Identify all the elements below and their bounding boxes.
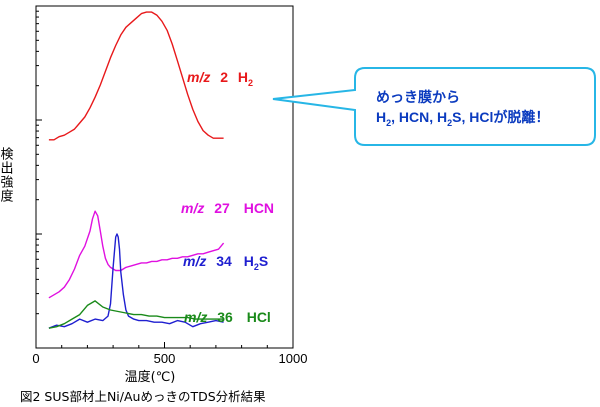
y-axis-title: 検出強度 — [0, 147, 13, 203]
series-label-hcl: m/z 36 HCl — [184, 309, 271, 325]
series-line-hcl — [48, 300, 224, 329]
series-line-hcn — [48, 210, 225, 299]
series-line-h2 — [48, 11, 224, 141]
x-axis-title: 温度(℃) — [125, 369, 176, 385]
svg-text:m/z 2 H2: m/z 2 H2 — [187, 69, 253, 88]
plot-area — [35, 5, 294, 349]
x-tick-label: 0 — [32, 351, 39, 366]
series-label-hcn: m/z 27 HCN — [181, 200, 274, 216]
series-label-h2: m/z 2 H2 — [187, 69, 253, 88]
callout-bubble — [272, 67, 596, 146]
x-tick-label: 1000 — [279, 351, 308, 366]
x-axis-ticks: 0 500 1000 — [32, 342, 307, 366]
series-line-h2s — [48, 233, 224, 329]
callout: めっき膜から H2, HCN, H2S, HClが脱離！ — [272, 67, 596, 146]
callout-line-1: めっき膜から — [376, 89, 460, 105]
series-label-h2s: m/z 34 H2S — [183, 253, 268, 272]
callout-line-2: H2, HCN, H2S, HClが脱離！ — [376, 109, 549, 128]
svg-text:m/z 34 H2S: m/z 34 H2S — [183, 253, 268, 272]
x-tick-label: 500 — [154, 351, 176, 366]
y-axis-ticks — [36, 5, 42, 349]
series-lines — [48, 11, 225, 329]
figure-caption: 図2 SUS部材上Ni/AuめっきのTDS分析結果 — [20, 389, 266, 404]
svg-text:m/z 27 HCN: m/z 27 HCN — [181, 200, 274, 216]
svg-text:m/z 36 HCl: m/z 36 HCl — [184, 309, 271, 325]
